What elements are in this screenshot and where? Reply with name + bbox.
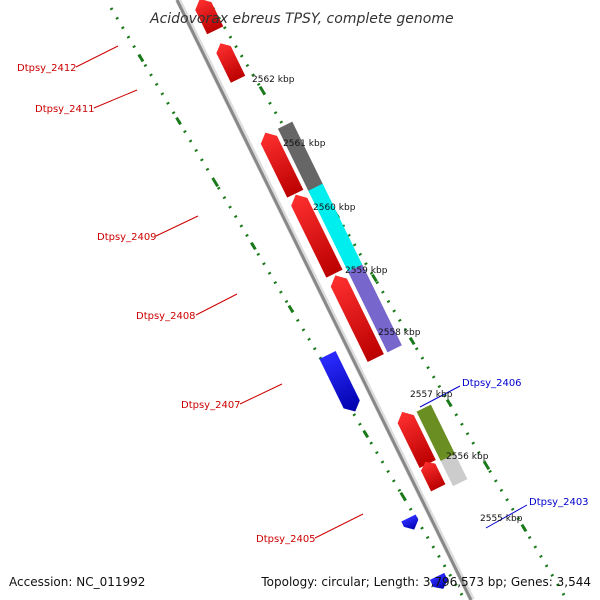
gene-arrow-dtpsy-2408[interactable] xyxy=(288,191,343,278)
ruler-major-tick xyxy=(250,241,257,251)
gene-arrow-dtpsy-2409[interactable] xyxy=(257,129,304,198)
gene-arrow-dtpsy-2406[interactable] xyxy=(319,351,363,415)
cog-box-olive xyxy=(416,404,456,461)
accession-text: Accession: NC_011992 xyxy=(9,575,145,589)
ruler-dotted-line-right xyxy=(211,7,569,600)
ruler-major-tick xyxy=(408,336,416,346)
gene-label-dtpsy-2405[interactable]: Dtpsy_2405 xyxy=(256,534,316,545)
gene-arrow-dtpsy-2412[interactable] xyxy=(192,0,224,35)
gene-arrow-dtpsy-2411[interactable] xyxy=(213,40,246,83)
gene-arrow-dtpsy-2405[interactable] xyxy=(394,408,436,468)
cog-box-grey xyxy=(277,121,324,194)
map-title: Acidovorax ebreus TPSY, complete genome xyxy=(149,11,454,27)
backbone xyxy=(175,0,475,600)
cog-box-cyan xyxy=(308,183,363,272)
tick-labels: 2562 kbp 2561 kbp 2560 kbp 2559 kbp 2558… xyxy=(252,75,523,524)
gene-label-dtpsy-2406[interactable]: Dtpsy_2406 xyxy=(462,378,522,389)
ruler-major-tick xyxy=(212,178,219,188)
ruler-major-tick xyxy=(137,53,145,63)
gene-arrow-small[interactable] xyxy=(418,458,446,492)
tick-label: 2560 kbp xyxy=(313,203,356,213)
ruler-major-tick xyxy=(362,429,370,439)
ruler-major-tick xyxy=(258,85,266,95)
label-leaders xyxy=(75,45,528,539)
ruler-major-tick xyxy=(445,398,453,408)
ruler-major-tick xyxy=(371,273,378,283)
gene-label-dtpsy-2411[interactable]: Dtpsy_2411 xyxy=(35,104,95,115)
gene-arrow-dtpsy-2403[interactable] xyxy=(401,514,421,533)
cog-box-lightgrey xyxy=(440,453,468,487)
ruler-major-tick xyxy=(287,304,295,314)
tick-label: 2561 kbp xyxy=(283,139,326,149)
topology-text: Topology: circular; Length: 3,796,573 bp… xyxy=(260,575,591,589)
tick-label: 2556 kbp xyxy=(446,452,489,462)
tick-label: 2559 kbp xyxy=(345,266,388,276)
gene-label-dtpsy-2408[interactable]: Dtpsy_2408 xyxy=(136,311,196,322)
ruler-major-tick xyxy=(520,523,528,533)
tick-label: 2562 kbp xyxy=(252,75,295,85)
gene-label-dtpsy-2412[interactable]: Dtpsy_2412 xyxy=(17,63,77,74)
ruler-dotted-line-left xyxy=(109,7,467,600)
gene-label-dtpsy-2407[interactable]: Dtpsy_2407 xyxy=(181,400,241,411)
gene-arrow-dtpsy-2407[interactable] xyxy=(327,271,384,363)
tick-label: 2557 kbp xyxy=(410,390,453,400)
cog-box-purple xyxy=(347,264,402,353)
gene-label-dtpsy-2409[interactable]: Dtpsy_2409 xyxy=(97,232,157,243)
gene-label-dtpsy-2403[interactable]: Dtpsy_2403 xyxy=(529,497,589,508)
ruler-major-tick xyxy=(483,461,491,471)
ruler-major-tick xyxy=(175,116,182,126)
ruler-major-tick xyxy=(399,491,407,501)
gene-arrow-edge[interactable] xyxy=(429,572,451,593)
gene-labels: Dtpsy_2412 Dtpsy_2411 Dtpsy_2409 Dtpsy_2… xyxy=(17,63,589,545)
tick-label: 2558 kbp xyxy=(378,328,421,338)
tick-label: 2555 kbp xyxy=(480,514,523,524)
ruler xyxy=(109,7,569,600)
